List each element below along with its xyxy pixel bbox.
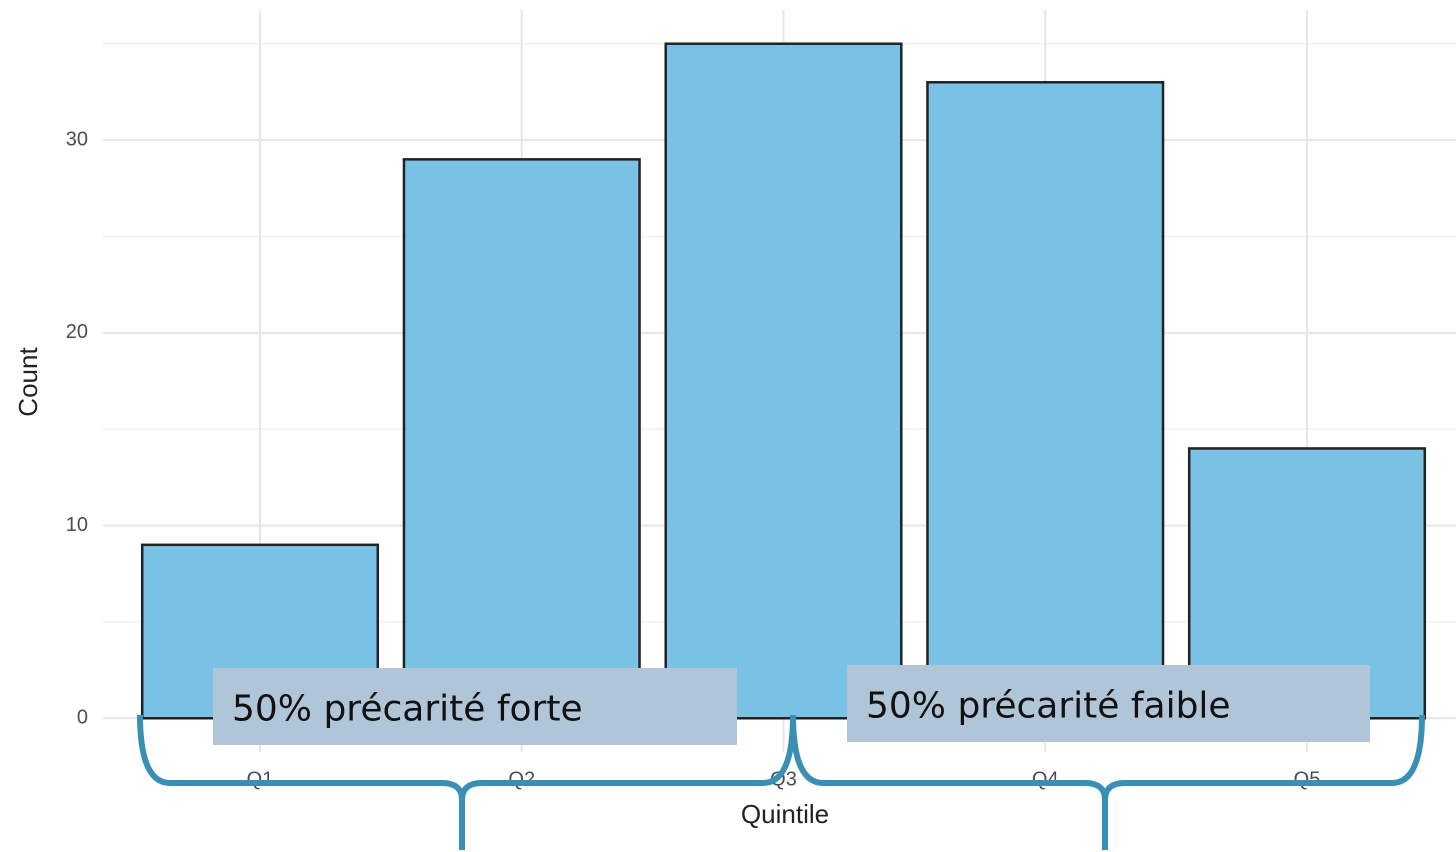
- x-tick-label: Q2: [508, 768, 535, 790]
- bar: [926, 81, 1165, 720]
- x-tick-label: Q1: [247, 768, 274, 790]
- y-tick-label: 30: [66, 128, 88, 150]
- bar: [402, 158, 641, 720]
- annotation-box: [847, 665, 1370, 742]
- brace: [137, 714, 796, 850]
- x-tick-label: Q4: [1032, 768, 1059, 790]
- x-axis-title: Quintile: [741, 799, 829, 829]
- annotation: 50% précarité forte: [232, 689, 583, 730]
- x-tick-label: Q5: [1294, 768, 1321, 790]
- annotation: 50% précarité faible: [866, 686, 1231, 727]
- bar: [664, 42, 903, 720]
- y-axis-title: Count: [13, 347, 43, 417]
- brace: [790, 714, 1425, 850]
- annotation-box: [213, 668, 737, 745]
- y-tick-label: 10: [66, 514, 88, 536]
- y-tick-label: 0: [77, 707, 88, 729]
- x-tick-label: Q3: [770, 768, 797, 790]
- y-tick-label: 20: [66, 321, 88, 343]
